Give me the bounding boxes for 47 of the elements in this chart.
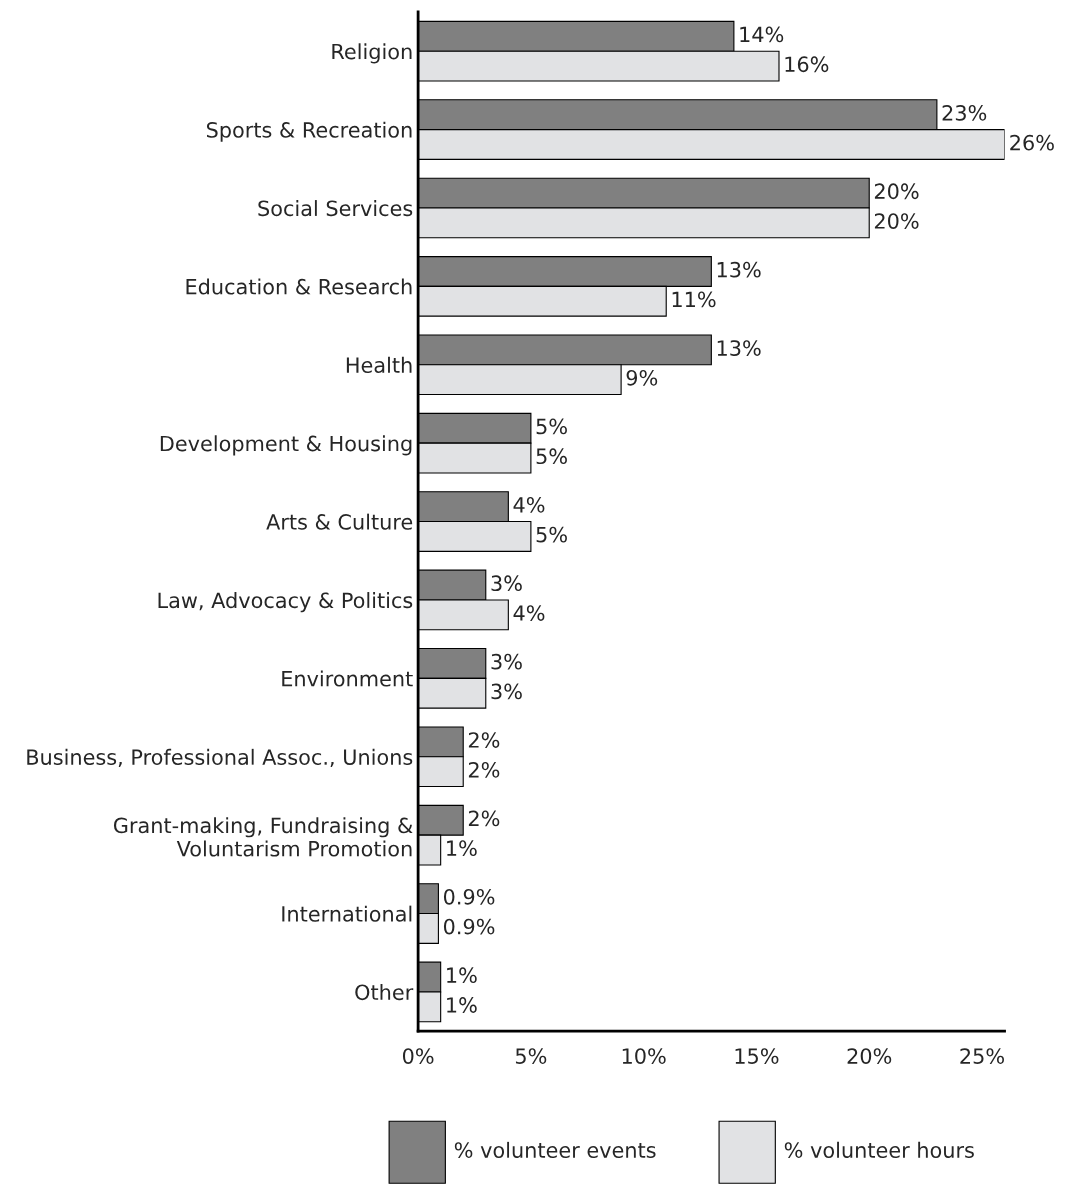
data-label: 3% <box>491 653 522 670</box>
y-tick-label: Religion <box>332 43 412 64</box>
data-label: 13% <box>717 261 761 278</box>
y-tick-label: Sports & Recreation <box>206 121 412 142</box>
y-tick-label: Social Services <box>258 200 413 217</box>
text: % volunteer hours <box>784 1141 974 1158</box>
data-label: 9% <box>626 369 658 386</box>
data-label: 5% <box>536 418 567 435</box>
y-tick-label: Law, Advocacy & Politics <box>158 592 413 613</box>
y-tick-label: Other <box>355 984 414 1001</box>
y-tick-label: Health <box>346 356 412 373</box>
y-tick-label: Environment <box>282 670 413 687</box>
data-label: 0.9% <box>443 918 495 935</box>
data-label: 4% <box>513 605 545 621</box>
data-label: 1% <box>447 840 477 857</box>
data-label: 26% <box>1010 134 1054 151</box>
data-label: 20% <box>874 213 919 229</box>
data-label: 5% <box>536 526 567 543</box>
data-label: 2% <box>468 761 500 778</box>
x-tick-label: 0% <box>402 1048 434 1064</box>
y-tick-label: Business, Professional Assoc., Unions <box>27 748 413 768</box>
y-tick-label: International <box>282 905 412 922</box>
x-tick-label: 20% <box>847 1048 892 1064</box>
data-label: 16% <box>785 56 829 73</box>
data-label: 1% <box>447 967 477 984</box>
y-tick-label: Grant-making, Fundraising & Voluntarism Promotion <box>113 817 413 857</box>
data-label: 5% <box>536 448 567 465</box>
y-tick-label: Arts & Culture <box>266 513 413 530</box>
data-label: 20% <box>874 183 919 200</box>
data-label: 23% <box>942 104 987 121</box>
x-tick-label: 25% <box>960 1048 1004 1064</box>
text: % volunteer events <box>454 1141 656 1158</box>
y-tick-label: Education & Research <box>186 278 412 295</box>
y-tick-label: Development & Housing <box>160 435 412 456</box>
data-label: 14% <box>740 26 784 43</box>
data-label: 11% <box>672 291 716 308</box>
data-label: 1% <box>447 997 477 1013</box>
x-tick-label: 5% <box>515 1048 547 1064</box>
data-label: 2% <box>468 732 500 748</box>
data-label: 3% <box>491 683 522 700</box>
data-label: 4% <box>513 496 545 513</box>
data-label: 13% <box>717 340 761 356</box>
data-label: 0.9% <box>443 888 495 905</box>
data-label: 2% <box>468 810 500 827</box>
data-label: 3% <box>491 575 522 592</box>
x-tick-label: 15% <box>735 1048 779 1064</box>
x-tick-label: 10% <box>622 1048 666 1064</box>
